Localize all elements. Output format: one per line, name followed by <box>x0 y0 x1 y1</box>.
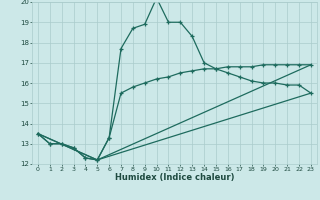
X-axis label: Humidex (Indice chaleur): Humidex (Indice chaleur) <box>115 173 234 182</box>
